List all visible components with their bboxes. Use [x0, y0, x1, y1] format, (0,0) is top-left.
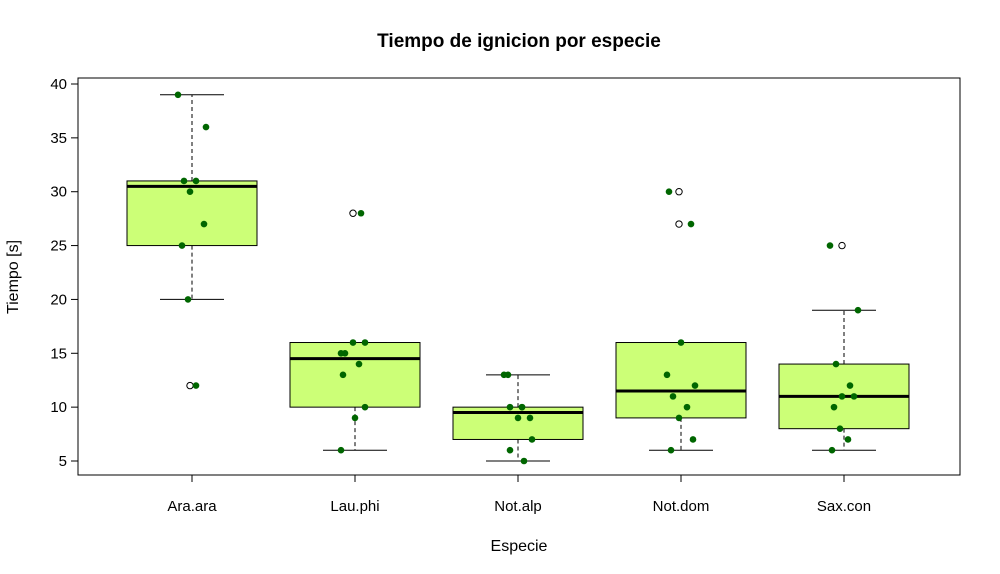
data-point: [850, 393, 858, 400]
data-point: [683, 403, 691, 411]
x-axis: Ara.ara Lau.phi Not.alp Not.dom Sax.con: [167, 474, 871, 515]
data-point: [838, 393, 846, 400]
data-point: [518, 403, 526, 411]
data-point: [200, 220, 208, 228]
data-point: [351, 414, 359, 422]
y-tick-label: 30: [50, 184, 67, 201]
data-point: [357, 209, 365, 217]
data-point: [520, 457, 528, 465]
y-tick-label: 15: [50, 345, 67, 362]
data-point: [180, 177, 188, 185]
data-point: [337, 446, 345, 454]
data-point: [192, 382, 200, 389]
x-tick-label: Not.alp: [494, 498, 542, 515]
data-point: [526, 414, 534, 422]
x-tick-label: Lau.phi: [330, 498, 379, 515]
data-point: [337, 349, 345, 357]
data-point: [826, 242, 834, 249]
box-lau-phi: [289, 209, 421, 451]
data-point: [528, 436, 536, 443]
data-point: [361, 403, 369, 411]
outlier-point: [186, 381, 194, 390]
data-point: [846, 382, 854, 389]
data-point: [854, 306, 862, 314]
data-point: [667, 446, 675, 454]
data-point: [832, 360, 840, 368]
data-point: [192, 177, 200, 185]
data-point: [828, 446, 836, 454]
data-point: [691, 382, 699, 389]
data-point: [506, 446, 514, 454]
data-point: [186, 188, 194, 196]
y-tick-label: 40: [50, 76, 67, 93]
data-point: [339, 371, 347, 379]
data-point: [677, 339, 685, 346]
outlier-point: [675, 188, 683, 196]
data-point: [675, 414, 683, 422]
boxes: [126, 94, 910, 462]
y-tick-label: 20: [50, 291, 67, 308]
data-point: [663, 371, 671, 379]
data-point: [174, 91, 182, 99]
x-tick-label: Sax.con: [817, 498, 871, 515]
box-not-alp: [452, 374, 584, 462]
chart-title: Tiempo de ignicion por especie: [377, 31, 661, 52]
box-sax-con: [778, 241, 910, 451]
data-point: [500, 371, 508, 379]
x-axis-label: Especie: [491, 538, 548, 555]
data-point: [844, 436, 852, 443]
data-points: [174, 91, 862, 465]
data-point: [202, 123, 210, 131]
data-point: [689, 436, 697, 443]
x-tick-label: Ara.ara: [167, 498, 217, 515]
data-point: [830, 403, 838, 411]
data-point: [361, 339, 369, 346]
y-tick-label: 10: [50, 399, 67, 416]
y-tick-label: 25: [50, 238, 67, 255]
data-point: [836, 425, 844, 432]
outlier-point: [838, 241, 846, 250]
data-point: [687, 220, 695, 228]
x-tick-label: Not.dom: [653, 498, 710, 515]
data-point: [506, 403, 514, 411]
data-point: [355, 360, 363, 368]
y-tick-label: 5: [59, 453, 67, 470]
y-tick-label: 35: [50, 130, 67, 147]
data-point: [669, 393, 677, 400]
data-point: [514, 414, 522, 422]
data-point: [349, 339, 357, 346]
y-axis-label: Tiempo [s]: [5, 240, 22, 314]
data-point: [665, 188, 673, 196]
box-not-dom: [615, 188, 747, 451]
y-axis: 5 10 15 20 25 30 35 40: [50, 76, 79, 470]
box-ara-ara: [126, 94, 258, 390]
box-iqr: [615, 342, 747, 419]
data-point: [178, 242, 186, 249]
outlier-point: [675, 220, 683, 228]
outlier-point: [349, 209, 357, 217]
box-iqr: [289, 342, 421, 408]
data-point: [184, 296, 192, 303]
